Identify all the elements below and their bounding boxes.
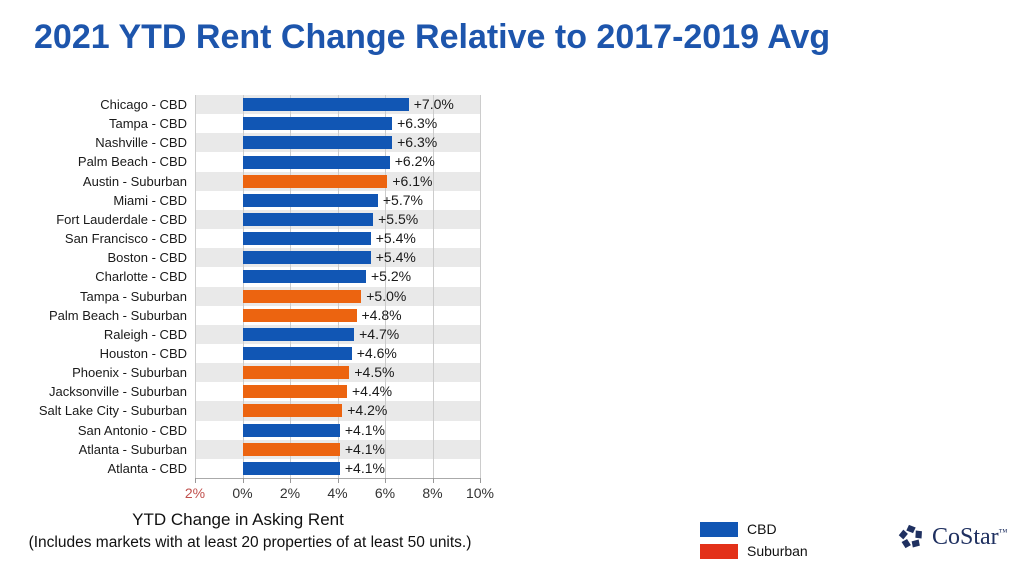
legend-label-cbd: CBD <box>747 521 777 537</box>
bar-value-label: +5.2% <box>371 268 412 285</box>
gridline <box>242 95 244 478</box>
category-label: San Antonio - CBD <box>77 422 187 438</box>
bar-value-label: +5.4% <box>375 230 416 247</box>
x-axis-tickmark <box>480 478 481 483</box>
costar-pinwheel-icon <box>898 524 922 549</box>
gridline <box>195 95 196 478</box>
x-axis-footnote: (Includes markets with at least 20 prope… <box>28 534 472 551</box>
category-label: Chicago - CBD <box>100 97 187 112</box>
x-axis-tickmark <box>195 478 196 483</box>
bar-row <box>242 193 378 207</box>
bar-row <box>242 423 340 437</box>
legend-item-suburban: Suburban <box>700 540 808 562</box>
category-label: Palm Beach - CBD <box>77 154 187 170</box>
bar-value-label: +4.5% <box>354 364 395 381</box>
bar-value-label: +4.4% <box>352 383 393 400</box>
bar-row <box>242 289 362 303</box>
bar-value-label: +7.0% <box>413 96 454 112</box>
category-label: Palm Beach - Suburban <box>48 307 187 323</box>
category-label: Nashville - CBD <box>95 135 187 151</box>
x-tick-label: 10% <box>465 485 495 501</box>
x-axis-tickmark <box>432 478 434 483</box>
costar-logo: CoStar™ <box>896 522 1008 552</box>
category-label: Austin - Suburban <box>82 173 187 189</box>
chart-title: 2021 YTD Rent Change Relative to 2017-20… <box>34 18 831 56</box>
bar-value-label: +4.6% <box>356 344 397 361</box>
bar-value-label: +5.4% <box>375 249 416 266</box>
bar-value-label: +4.1% <box>344 459 385 476</box>
bar-row <box>242 347 352 361</box>
x-axis-tickmark <box>290 478 291 483</box>
costar-logo-text: CoStar™ <box>932 523 1008 550</box>
x-axis-tickmark <box>385 478 386 483</box>
x-axis-title: YTD Change in Asking Rent <box>132 510 344 529</box>
bar-row <box>242 404 343 418</box>
category-label: Charlotte - CBD <box>95 269 187 285</box>
category-label: Tampa - Suburban <box>80 288 187 304</box>
bar-row <box>242 270 366 284</box>
bar-row <box>242 442 340 456</box>
bar-value-label: +5.7% <box>382 191 423 208</box>
bar-value-label: +6.1% <box>392 172 433 189</box>
gridline <box>432 95 434 478</box>
bar-value-label: +4.1% <box>344 440 385 457</box>
gridline <box>385 95 386 478</box>
suburban-color-swatch <box>700 543 738 559</box>
bar-value-label: +4.2% <box>347 402 388 419</box>
category-label: Salt Lake City - Suburban <box>38 403 187 419</box>
category-label: Atlanta - CBD <box>107 460 187 476</box>
category-label: Tampa - CBD <box>108 116 187 132</box>
x-tick-label: 8% <box>422 485 443 501</box>
category-label: Atlanta - Suburban <box>78 441 187 457</box>
bar-row <box>242 308 357 322</box>
legend-item-cbd: CBD <box>700 518 808 540</box>
chart-legend: CBD Suburban <box>700 518 808 562</box>
bar-value-label: +4.7% <box>359 325 400 342</box>
bar-row <box>242 117 393 131</box>
x-tick-label: 6% <box>374 485 396 501</box>
bar-row <box>242 366 350 380</box>
bar-row <box>242 327 355 341</box>
bar-row <box>242 461 340 475</box>
gridline <box>337 95 339 478</box>
gridline <box>290 95 291 478</box>
bar-value-label: +5.0% <box>366 287 407 304</box>
bar-row <box>242 136 393 150</box>
category-label: Jacksonville - Suburban <box>48 384 187 400</box>
x-axis-tickmark <box>337 478 339 483</box>
gridline <box>480 95 481 478</box>
bar-value-label: +6.2% <box>394 153 435 170</box>
bar-row <box>242 251 371 265</box>
bar-row <box>242 232 371 246</box>
bar-row <box>242 98 409 112</box>
category-label: San Francisco - CBD <box>64 231 187 247</box>
category-label: Boston - CBD <box>107 250 187 266</box>
trademark-symbol: ™ <box>998 526 1008 537</box>
bar-row <box>242 174 388 188</box>
bar-value-label: +6.3% <box>397 134 438 151</box>
bar-value-label: +4.1% <box>344 421 385 438</box>
bar-row <box>242 155 390 169</box>
x-tick-label: 4% <box>327 485 348 501</box>
legend-label-suburban: Suburban <box>747 543 808 559</box>
category-label: Raleigh - CBD <box>103 326 187 342</box>
category-label: Fort Lauderdale - CBD <box>56 211 187 227</box>
category-label: Phoenix - Suburban <box>72 365 187 381</box>
bar-row <box>242 385 347 399</box>
x-axis-tickmark <box>242 478 244 483</box>
category-label: Miami - CBD <box>113 192 187 208</box>
cbd-color-swatch <box>700 521 738 537</box>
x-tick-label: 2% <box>184 485 206 501</box>
x-tick-label: 0% <box>232 485 253 501</box>
bar-value-label: +4.8% <box>361 306 402 323</box>
bar-row <box>242 212 374 226</box>
bar-value-label: +6.3% <box>397 115 438 132</box>
bar-value-label: +5.5% <box>378 210 419 227</box>
category-label: Houston - CBD <box>99 345 187 361</box>
x-tick-label: 2% <box>279 485 301 501</box>
